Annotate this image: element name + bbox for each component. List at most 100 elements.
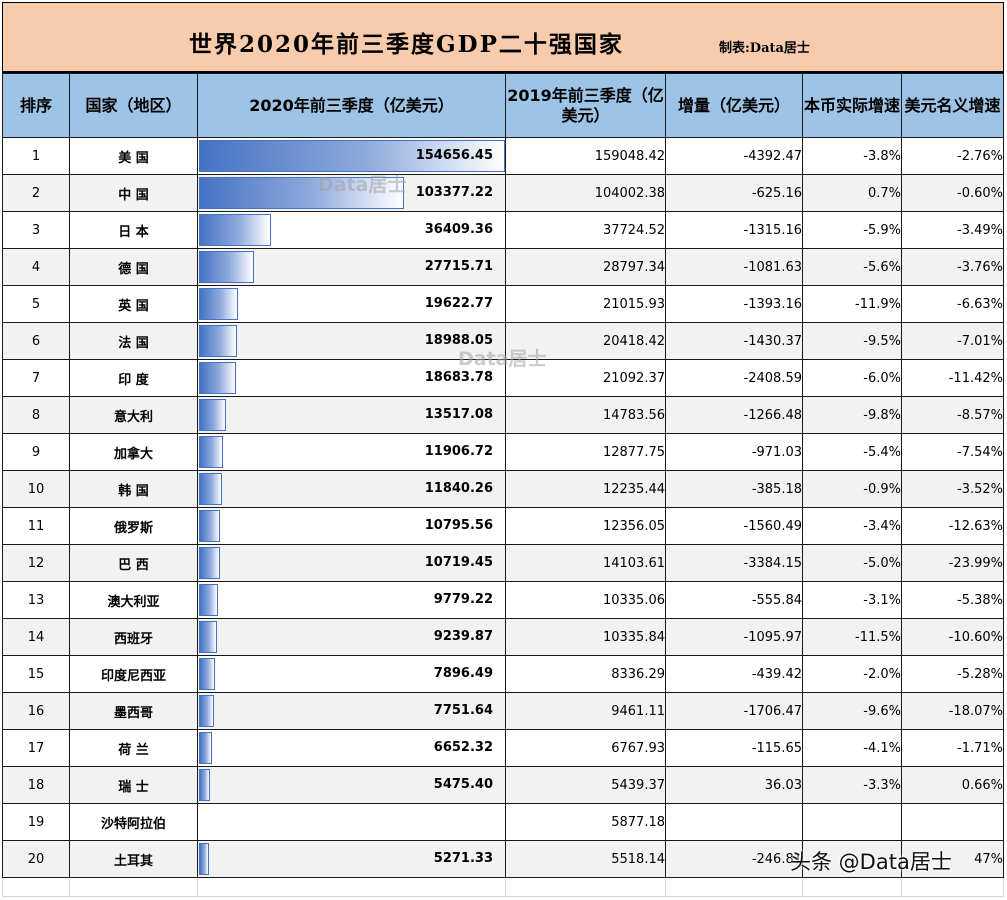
gdp-2020-cell: 9779.22 (197, 581, 506, 619)
empty-cell (69, 877, 198, 897)
gdp-bar (199, 473, 223, 505)
country-cell: 沙特阿拉伯 (69, 803, 198, 841)
country-cell: 墨西哥 (69, 692, 198, 730)
gdp-2019-cell: 104002.38 (505, 174, 666, 212)
gdp-2019-cell: 10335.84 (505, 618, 666, 656)
gdp-bar (199, 362, 236, 394)
gdp-2020-cell: 18988.05 (197, 322, 506, 360)
gdp-2019-cell: 159048.42 (505, 137, 666, 175)
country-cell: 西班牙 (69, 618, 198, 656)
table-row: 18 瑞 士 5475.40 5439.37 36.03 -3.3% 0.66% (2, 766, 1004, 804)
gdp-2020-cell: 27715.71 (197, 248, 506, 286)
header-increase: 增量（亿美元） (665, 73, 803, 138)
real-growth-cell: -4.1% (802, 729, 902, 767)
real-growth-cell: -5.0% (802, 544, 902, 582)
increase-cell: -439.42 (665, 655, 803, 693)
nominal-growth-cell: -5.38% (901, 581, 1004, 619)
increase-cell: -4392.47 (665, 137, 803, 175)
increase-cell: -2408.59 (665, 359, 803, 397)
real-growth-cell (802, 803, 902, 841)
country-cell: 德 国 (69, 248, 198, 286)
real-growth-cell: -6.0% (802, 359, 902, 397)
real-growth-cell: -3.1% (802, 581, 902, 619)
page-title: 世界2020年前三季度GDP二十强国家 (189, 31, 624, 58)
country-cell: 英 国 (69, 285, 198, 323)
gdp-bar (199, 214, 272, 246)
country-cell: 加拿大 (69, 433, 198, 471)
gdp-2020-cell: 9239.87 (197, 618, 506, 656)
gdp-2020-cell: 18683.78 (197, 359, 506, 397)
rank-cell: 6 (2, 322, 70, 360)
country-cell: 日 本 (69, 211, 198, 249)
gdp-bar (199, 399, 226, 431)
real-growth-cell: -3.8% (802, 137, 902, 175)
gdp-2019-cell: 14783.56 (505, 396, 666, 434)
gdp-2019-cell: 14103.61 (505, 544, 666, 582)
real-growth-cell: -3.3% (802, 766, 902, 804)
gdp-2019-cell: 6767.93 (505, 729, 666, 767)
gdp-2020-value: 154656.45 (415, 148, 493, 163)
increase-cell: -3384.15 (665, 544, 803, 582)
nominal-growth-cell: 47% (901, 840, 1004, 878)
gdp-bar (199, 140, 505, 172)
header-country: 国家（地区） (69, 73, 198, 138)
header-nominal-growth: 美元名义增速 (901, 73, 1004, 138)
rank-cell: 5 (2, 285, 70, 323)
increase-cell: -1315.16 (665, 211, 803, 249)
gdp-2019-cell: 10335.06 (505, 581, 666, 619)
nominal-growth-cell: -7.01% (901, 322, 1004, 360)
increase-cell: -971.03 (665, 433, 803, 471)
increase-cell: -555.84 (665, 581, 803, 619)
country-cell: 法 国 (69, 322, 198, 360)
rank-cell: 16 (2, 692, 70, 730)
table-row: 8 意大利 13517.08 14783.56 -1266.48 -9.8% -8.57% (2, 396, 1004, 434)
gdp-2020-value: 11840.26 (424, 481, 493, 496)
table-row: 17 荷 兰 6652.32 6767.93 -115.65 -4.1% -1.71% (2, 729, 1004, 767)
increase-cell: -1095.97 (665, 618, 803, 656)
table-row: 20 土耳其 5271.33 5518.14 -246.81 47% (2, 840, 1004, 878)
table-row: 13 澳大利亚 9779.22 10335.06 -555.84 -3.1% -5.38% (2, 581, 1004, 619)
gdp-bar (199, 584, 219, 616)
gdp-2020-value: 103377.22 (415, 185, 493, 200)
real-growth-cell: -11.9% (802, 285, 902, 323)
gdp-2020-cell: 10795.56 (197, 507, 506, 545)
country-cell: 俄罗斯 (69, 507, 198, 545)
gdp-2019-cell: 21015.93 (505, 285, 666, 323)
increase-cell: -385.18 (665, 470, 803, 508)
rank-cell: 17 (2, 729, 70, 767)
gdp-2020-cell: 7896.49 (197, 655, 506, 693)
rank-cell: 4 (2, 248, 70, 286)
real-growth-cell: -0.9% (802, 470, 902, 508)
gdp-2020-cell: 36409.36 (197, 211, 506, 249)
gdp-2019-cell: 12356.05 (505, 507, 666, 545)
increase-cell: -1393.16 (665, 285, 803, 323)
gdp-bar (199, 510, 221, 542)
real-growth-cell: -9.5% (802, 322, 902, 360)
header-row: 排序 国家（地区） 2020年前三季度（亿美元） 2019年前三季度（亿美元） … (2, 73, 1004, 138)
empty-cell (2, 877, 70, 897)
nominal-growth-cell: -12.63% (901, 507, 1004, 545)
gdp-2020-value: 6652.32 (433, 740, 493, 755)
real-growth-cell: 0.7% (802, 174, 902, 212)
nominal-growth-cell: -1.71% (901, 729, 1004, 767)
gdp-2020-cell: 5475.40 (197, 766, 506, 804)
rank-cell: 10 (2, 470, 70, 508)
real-growth-cell: -9.8% (802, 396, 902, 434)
gdp-2020-value: 7751.64 (433, 703, 493, 718)
gdp-2020-value: 10719.45 (424, 555, 493, 570)
header-gdp-2020: 2020年前三季度（亿美元） (197, 73, 506, 138)
gdp-2020-cell: 7751.64 (197, 692, 506, 730)
gdp-2019-cell: 37724.52 (505, 211, 666, 249)
table-row: 14 西班牙 9239.87 10335.84 -1095.97 -11.5% -10.60… (2, 618, 1004, 656)
gdp-bar (199, 177, 404, 209)
country-cell: 巴 西 (69, 544, 198, 582)
gdp-2020-cell (197, 803, 506, 841)
empty-cell (901, 877, 1004, 897)
nominal-growth-cell: -5.28% (901, 655, 1004, 693)
nominal-growth-cell (901, 803, 1004, 841)
nominal-growth-cell: -10.60% (901, 618, 1004, 656)
gdp-2020-value: 36409.36 (424, 222, 493, 237)
